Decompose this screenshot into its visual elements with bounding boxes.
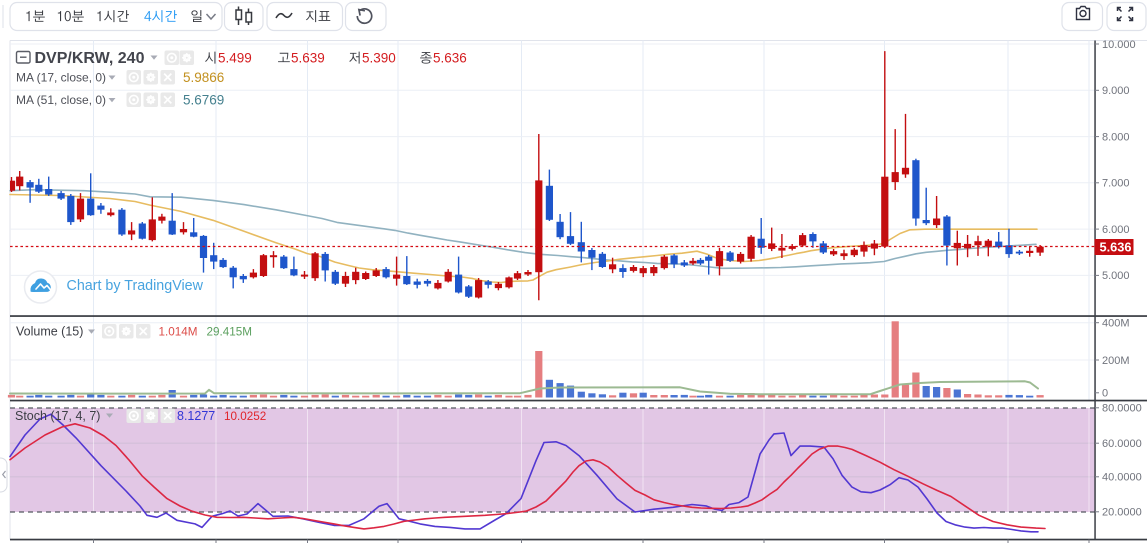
svg-text:9.000: 9.000 [1102,85,1130,97]
svg-text:MA (51, close, 0): MA (51, close, 0) [16,93,106,107]
svg-text:MA (17, close, 0): MA (17, close, 0) [16,71,106,85]
svg-text:20.0000: 20.0000 [1102,507,1142,519]
svg-text:5.499: 5.499 [218,51,252,66]
svg-text:40.0000: 40.0000 [1102,472,1142,484]
svg-text:5.390: 5.390 [362,51,396,66]
svg-text:5.9866: 5.9866 [183,70,224,85]
svg-text:400M: 400M [1102,318,1130,330]
svg-text:Volume (15): Volume (15) [16,325,83,339]
svg-text:29.415M: 29.415M [207,326,252,339]
svg-text:5.636: 5.636 [1100,240,1132,255]
svg-text:60.0000: 60.0000 [1102,438,1142,450]
svg-text:200M: 200M [1102,355,1130,367]
svg-text:80.0000: 80.0000 [1102,403,1142,415]
svg-text:DVP/KRW, 240: DVP/KRW, 240 [35,50,145,67]
svg-text:8.1277: 8.1277 [177,409,215,423]
svg-text:0: 0 [1102,388,1108,400]
svg-text:5.636: 5.636 [433,51,467,66]
svg-text:6.000: 6.000 [1102,224,1130,236]
svg-text:1.014M: 1.014M [159,326,198,339]
svg-text:Chart by TradingView: Chart by TradingView [67,278,204,294]
svg-text:5.6769: 5.6769 [183,93,224,108]
svg-text:10.0252: 10.0252 [224,410,266,423]
svg-text:5.000: 5.000 [1102,270,1130,282]
svg-text:Stoch (17, 4, 7): Stoch (17, 4, 7) [15,409,100,423]
svg-text:10.000: 10.000 [1102,39,1136,51]
svg-text:8.000: 8.000 [1102,131,1130,143]
svg-text:7.000: 7.000 [1102,178,1130,190]
svg-text:5.639: 5.639 [291,51,325,66]
